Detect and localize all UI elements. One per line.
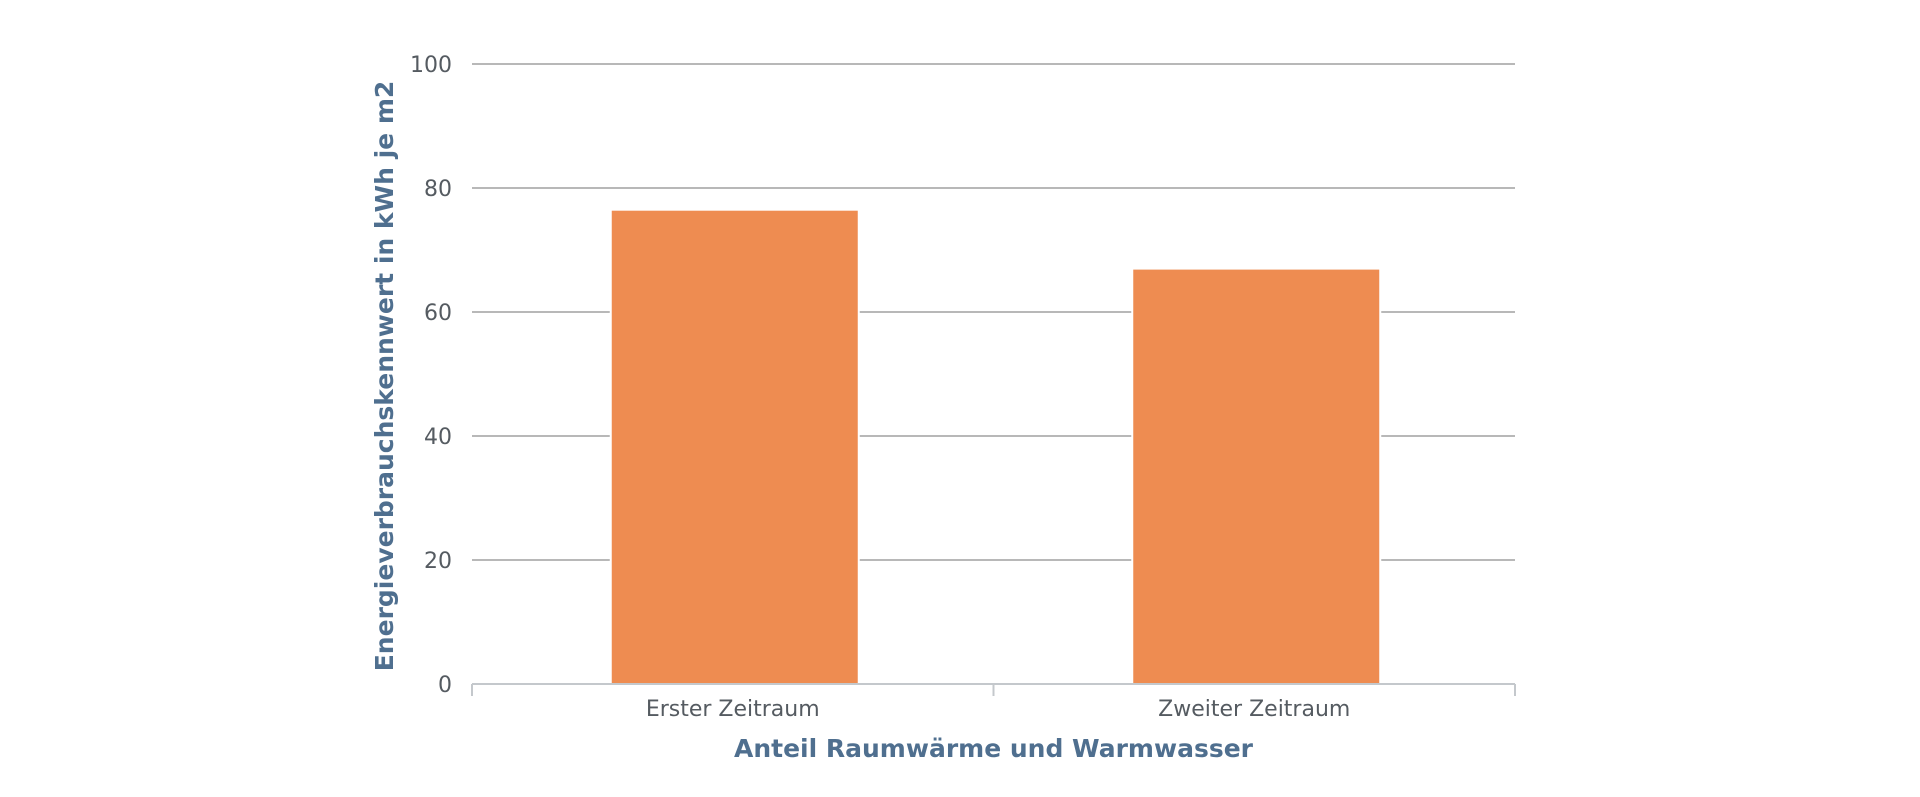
x-tick-label: Zweiter Zeitraum [1158,697,1350,722]
y-axis-title: Energieverbrauchskennwert in kWh je m2 [370,81,399,672]
bars [609,208,1382,685]
y-axis-tick-labels: 0 20 40 60 80 100 [410,53,452,698]
x-tick-label: Erster Zeitraum [646,697,820,722]
y-tick-label: 0 [438,673,452,698]
x-axis-tick-labels: Erster Zeitraum Zweiter Zeitraum [646,697,1351,722]
bar-2 [1131,267,1382,685]
y-tick-label: 100 [410,53,452,78]
x-axis-title: Anteil Raumwärme und Warmwasser [734,734,1254,763]
y-tick-label: 40 [424,425,452,450]
y-tick-label: 80 [424,177,452,202]
x-axis [471,683,1516,696]
y-tick-label: 60 [424,301,452,326]
bar-1 [609,208,860,685]
y-tick-label: 20 [424,549,452,574]
